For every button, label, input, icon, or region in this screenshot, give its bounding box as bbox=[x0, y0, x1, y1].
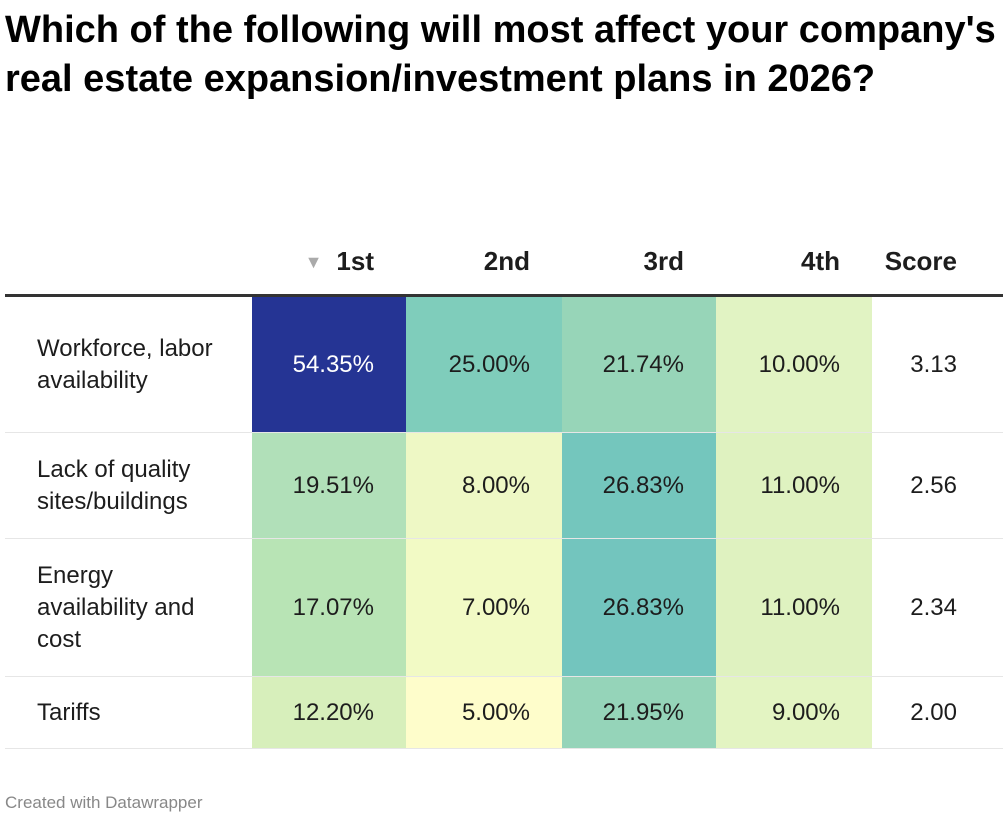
score-cell: 2.34 bbox=[872, 538, 1003, 677]
header-3rd[interactable]: 3rd bbox=[562, 228, 716, 297]
row-label: Lack of quality sites/buildings bbox=[5, 432, 252, 539]
heat-cell: 12.20% bbox=[252, 676, 406, 749]
header-score[interactable]: Score bbox=[872, 228, 1003, 297]
heat-cell: 11.00% bbox=[716, 538, 872, 677]
heat-cell: 8.00% bbox=[406, 432, 562, 539]
header-2nd[interactable]: 2nd bbox=[406, 228, 562, 297]
table-row: Energy availability and cost 17.07% 7.00% 2… bbox=[5, 538, 1003, 677]
heat-cell: 21.74% bbox=[562, 295, 716, 433]
heat-cell: 26.83% bbox=[562, 538, 716, 677]
header-row: ▼ 1st 2nd 3rd 4th Score bbox=[5, 228, 1003, 297]
header-4th[interactable]: 4th bbox=[716, 228, 872, 297]
row-label: Energy availability and cost bbox=[5, 538, 252, 677]
score-cell: 2.00 bbox=[872, 676, 1003, 749]
chart-title: Which of the following will most affect … bbox=[5, 9, 996, 100]
heat-cell: 10.00% bbox=[716, 295, 872, 433]
score-cell: 3.13 bbox=[872, 295, 1003, 433]
table-row: Lack of quality sites/buildings 19.51% 8.0… bbox=[5, 432, 1003, 539]
heat-cell: 11.00% bbox=[716, 432, 872, 539]
heat-cell: 5.00% bbox=[406, 676, 562, 749]
data-table: ▼ 1st 2nd 3rd 4th Score Workforce, labor … bbox=[5, 228, 1003, 749]
score-cell: 2.56 bbox=[872, 432, 1003, 539]
heat-cell: 7.00% bbox=[406, 538, 562, 677]
heat-cell: 54.35% bbox=[252, 295, 406, 433]
table-row: Tariffs 12.20% 5.00% 21.95% 9.00% 2.00 bbox=[5, 676, 1003, 749]
heat-cell: 9.00% bbox=[716, 676, 872, 749]
heat-cell: 19.51% bbox=[252, 432, 406, 539]
header-1st[interactable]: ▼ 1st bbox=[252, 228, 406, 297]
heat-cell: 17.07% bbox=[252, 538, 406, 677]
heat-cell: 21.95% bbox=[562, 676, 716, 749]
header-1st-label: 1st bbox=[336, 245, 374, 276]
triangle-down-icon: ▼ bbox=[304, 251, 323, 272]
header-label bbox=[5, 228, 252, 297]
heat-cell: 26.83% bbox=[562, 432, 716, 539]
footer-credit: Created with Datawrapper bbox=[5, 793, 203, 812]
heat-cell: 25.00% bbox=[406, 295, 562, 433]
table-row: Workforce, labor availability 54.35% 25.00… bbox=[5, 295, 1003, 433]
row-label: Workforce, labor availability bbox=[5, 295, 252, 433]
row-label: Tariffs bbox=[5, 676, 252, 749]
